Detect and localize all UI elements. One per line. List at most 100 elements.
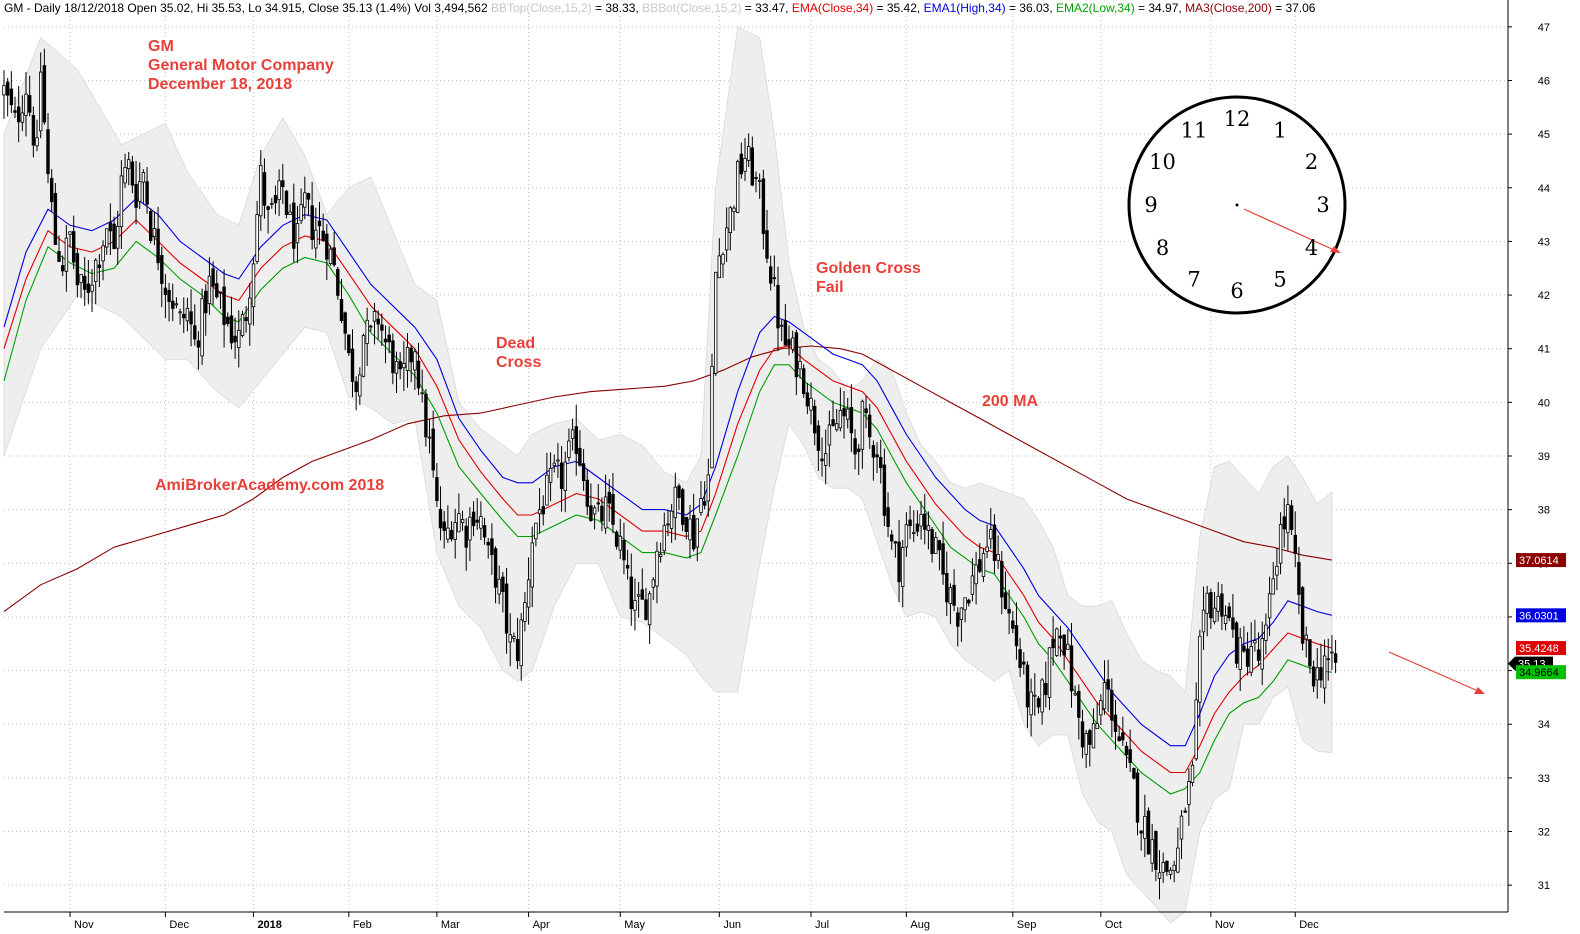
candle bbox=[809, 382, 813, 425]
candle-body bbox=[981, 553, 986, 577]
candle-body bbox=[145, 181, 149, 205]
candle bbox=[479, 501, 483, 541]
candle bbox=[501, 571, 505, 613]
candle bbox=[574, 404, 578, 476]
candle-body bbox=[750, 147, 754, 186]
candle-body bbox=[651, 579, 655, 588]
candle-body bbox=[1055, 628, 1059, 656]
candle-body bbox=[497, 578, 501, 595]
candle-body bbox=[526, 579, 531, 608]
candle bbox=[846, 397, 850, 429]
y-tick-label-38: 38 bbox=[1538, 505, 1550, 517]
candle bbox=[460, 510, 465, 531]
clock-number-2: 2 bbox=[1305, 150, 1318, 174]
candle-body bbox=[827, 424, 832, 446]
candle bbox=[1209, 588, 1213, 629]
candle bbox=[1300, 585, 1305, 651]
candle bbox=[200, 288, 204, 366]
candle-body bbox=[310, 205, 314, 241]
candle-body bbox=[1201, 609, 1206, 633]
candle bbox=[383, 325, 388, 364]
candle bbox=[875, 442, 879, 474]
candle bbox=[787, 325, 791, 356]
candle-body bbox=[504, 583, 509, 634]
candle-body bbox=[673, 486, 677, 518]
candle-body bbox=[306, 193, 311, 200]
candle bbox=[636, 582, 641, 618]
candle-body bbox=[391, 340, 395, 374]
candle bbox=[956, 607, 960, 647]
x-tick-label-2018: 2018 bbox=[257, 919, 281, 931]
candle-body bbox=[1264, 624, 1268, 641]
candle bbox=[838, 387, 843, 432]
candle bbox=[974, 551, 978, 605]
candle bbox=[464, 518, 468, 571]
candle bbox=[490, 523, 494, 575]
candle-body bbox=[178, 311, 182, 314]
candle-body bbox=[46, 129, 50, 175]
candle bbox=[325, 224, 329, 281]
candle bbox=[1267, 576, 1272, 636]
candle-body bbox=[50, 177, 54, 203]
candle-body bbox=[53, 192, 58, 245]
candle bbox=[629, 553, 633, 626]
watermark-text: AmiBrokerAcademy.com 2018 bbox=[155, 477, 384, 494]
candle bbox=[1124, 741, 1129, 768]
candle bbox=[948, 583, 953, 625]
x-tick-label-mar: Mar bbox=[441, 919, 460, 931]
candle-body bbox=[515, 639, 520, 662]
candle bbox=[347, 334, 351, 356]
candle-body bbox=[607, 491, 611, 504]
candle bbox=[692, 493, 696, 552]
candle-body bbox=[603, 496, 608, 529]
candle bbox=[16, 85, 21, 143]
candle-body bbox=[134, 183, 138, 208]
candle-body bbox=[211, 268, 215, 287]
candle bbox=[1282, 498, 1286, 548]
candle bbox=[240, 310, 245, 338]
candle bbox=[728, 206, 732, 251]
candle bbox=[1245, 632, 1250, 676]
candle bbox=[893, 540, 898, 558]
candle bbox=[952, 569, 956, 612]
candle bbox=[677, 483, 681, 511]
candle-body bbox=[460, 519, 465, 524]
value-tag-34-9664: 34.9664 bbox=[1516, 665, 1566, 680]
candle bbox=[108, 203, 113, 255]
candle bbox=[776, 266, 780, 352]
candle-body bbox=[937, 540, 942, 551]
candle bbox=[482, 517, 487, 545]
candle bbox=[963, 597, 967, 623]
candle bbox=[1238, 627, 1242, 691]
candle-body bbox=[119, 175, 124, 228]
candle-body bbox=[945, 573, 949, 603]
candle bbox=[611, 473, 615, 534]
candle-body bbox=[813, 405, 817, 434]
candle bbox=[651, 577, 655, 600]
candle bbox=[530, 526, 534, 608]
candle bbox=[259, 149, 263, 231]
candle-body bbox=[148, 210, 153, 241]
candlesticks bbox=[2, 48, 1338, 900]
candle bbox=[145, 167, 149, 214]
candle-body bbox=[1300, 587, 1305, 644]
candle bbox=[526, 557, 531, 625]
candle bbox=[860, 399, 865, 469]
candle bbox=[1047, 647, 1052, 711]
candle-body bbox=[277, 180, 281, 201]
candle bbox=[1044, 661, 1048, 708]
candle bbox=[1033, 673, 1037, 716]
candle-body bbox=[193, 325, 197, 340]
candle-body bbox=[317, 220, 322, 227]
candle bbox=[570, 418, 575, 451]
clock-number-12: 12 bbox=[1224, 107, 1251, 131]
candle bbox=[336, 267, 340, 300]
candle bbox=[1011, 611, 1015, 634]
candle bbox=[130, 156, 135, 194]
candle bbox=[409, 344, 413, 383]
candle bbox=[798, 346, 802, 379]
candle bbox=[402, 341, 406, 392]
candle bbox=[229, 296, 234, 350]
candle-body bbox=[303, 192, 307, 208]
candle bbox=[1007, 589, 1011, 635]
